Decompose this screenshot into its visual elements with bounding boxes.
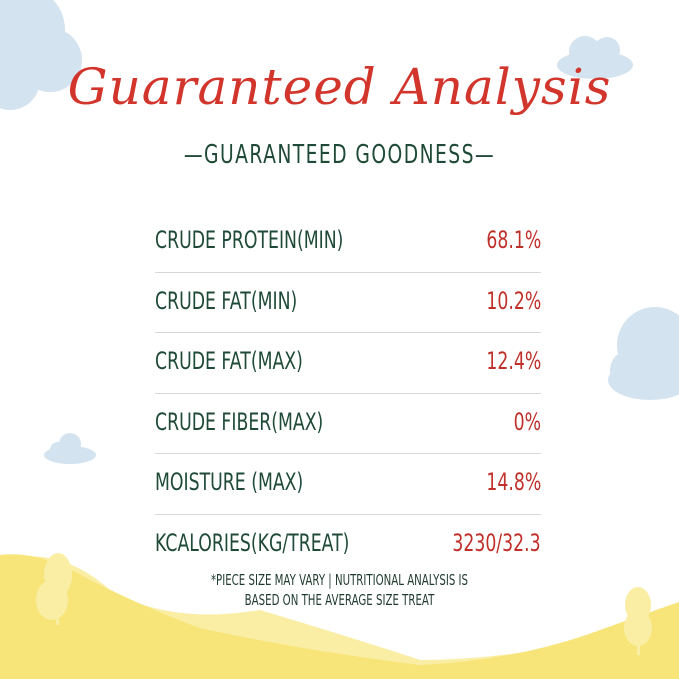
table-row: CRUDE FAT(MAX) 12.4%	[155, 333, 541, 394]
tree-icon	[36, 553, 72, 625]
cloud-icon	[0, 0, 82, 110]
cloud-icon	[44, 433, 96, 464]
row-value: 14.8%	[486, 468, 541, 496]
page-title: Guaranteed Analysis	[67, 58, 612, 116]
row-label: CRUDE FAT(MAX)	[155, 347, 303, 375]
row-label: CRUDE FAT(MIN)	[155, 286, 298, 315]
table-row: MOISTURE (MAX) 14.8%	[155, 454, 541, 515]
cloud-icon	[557, 36, 633, 79]
row-value: 10.2%	[486, 286, 541, 315]
row-label: CRUDE PROTEIN(MIN)	[155, 226, 344, 254]
analysis-table: CRUDE PROTEIN(MIN) 68.1% CRUDE FAT(MIN) 10…	[155, 212, 541, 574]
row-value: 12.4%	[486, 347, 541, 375]
footnote-line: *PIECE SIZE MAY VARY | NUTRITIONAL ANALY…	[210, 571, 469, 589]
page-subtitle: —GUARANTEED GOODNESS—	[183, 140, 496, 170]
row-label: KCALORIES(KG/TREAT)	[155, 528, 350, 557]
hill-front	[0, 554, 679, 679]
footnote: *PIECE SIZE MAY VARY | NUTRITIONAL ANALY…	[109, 570, 571, 610]
table-row: KCALORIES(KG/TREAT) 3230/32.3	[155, 515, 541, 575]
row-value: 3230/32.3	[452, 528, 541, 557]
tree-icon	[624, 587, 652, 655]
row-value: 0%	[513, 407, 541, 436]
cloud-icon	[608, 307, 679, 400]
row-label: CRUDE FIBER(MAX)	[155, 407, 324, 436]
footnote-line: BASED ON THE AVERAGE SIZE TREAT	[244, 591, 435, 609]
table-row: CRUDE FAT(MIN) 10.2%	[155, 273, 541, 333]
row-value: 68.1%	[486, 226, 541, 254]
row-label: MOISTURE (MAX)	[155, 468, 304, 496]
table-row: CRUDE PROTEIN(MIN) 68.1%	[155, 212, 541, 273]
table-row: CRUDE FIBER(MAX) 0%	[155, 394, 541, 454]
